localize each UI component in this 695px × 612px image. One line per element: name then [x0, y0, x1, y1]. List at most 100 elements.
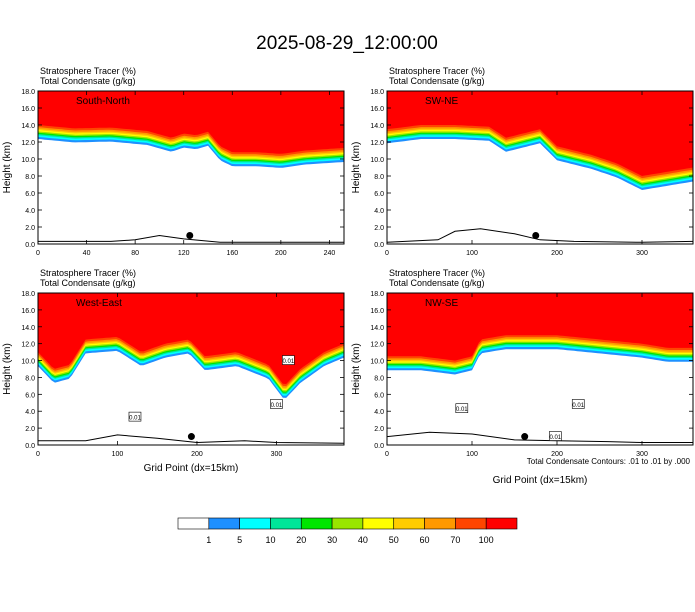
x-tick-label: 0	[36, 250, 40, 257]
y-tick-label: 4.0	[25, 409, 35, 416]
y-tick-label: 6.0	[25, 392, 35, 399]
colorbar-label: 20	[296, 535, 306, 545]
x-tick-label: 80	[131, 250, 139, 257]
colorbar-label: 10	[265, 535, 275, 545]
y-tick-label: 8.0	[374, 174, 384, 181]
panel-title-condensate: Total Condensate (g/kg)	[40, 278, 136, 288]
colorbar-box	[177, 517, 210, 530]
panel-nw-se: 0.01 0.01 0.01 NW-SE Stratosphere Tracer (%)…	[351, 268, 694, 486]
contour-label-box	[548, 431, 562, 441]
x-tick-label: 300	[636, 250, 648, 257]
y-tick-label: 8.0	[25, 375, 35, 382]
y-tick-label: 14.0	[370, 123, 384, 130]
y-tick-label: 10.0	[21, 359, 35, 366]
y-tick-label: 8.0	[25, 174, 35, 181]
contour-label-box	[128, 411, 142, 422]
x-tick-label: 200	[551, 451, 563, 458]
plot-area: 0.01 0.01 0.01	[387, 293, 693, 445]
x-tick-label: 120	[178, 250, 190, 257]
y-tick-label: 4.0	[374, 409, 384, 416]
contour-footer-note: Total Condensate Contours: .01 to .01 by…	[527, 457, 691, 466]
x-tick-label: 100	[112, 451, 124, 458]
y-axis-label: Height (km)	[2, 142, 13, 194]
y-axis-label: Height (km)	[2, 343, 13, 395]
y-tick-label: 0.0	[25, 242, 35, 249]
y-tick-label: 14.0	[370, 325, 384, 332]
x-tick-label: 100	[466, 250, 478, 257]
panel-title-condensate: Total Condensate (g/kg)	[40, 76, 136, 86]
y-tick-label: 12.0	[370, 140, 384, 147]
contour-label-box	[270, 399, 283, 409]
x-tick-label: 0	[385, 451, 389, 458]
panel-label: SW-NE	[425, 96, 458, 107]
plot-area	[38, 91, 344, 244]
tracer-band-0	[38, 91, 344, 154]
colorbar-label: 60	[420, 535, 430, 545]
panel-title-condensate: Total Condensate (g/kg)	[389, 278, 485, 288]
y-axis-label: Height (km)	[351, 343, 362, 395]
location-marker	[186, 232, 194, 239]
terrain-line	[387, 431, 693, 443]
contour-label: 0.01	[283, 359, 295, 365]
contour-label-box	[571, 399, 585, 409]
y-tick-label: 2.0	[374, 225, 384, 232]
colorbar-box	[393, 517, 425, 530]
colorbar-box	[455, 517, 487, 530]
plot-area: 0.01 0.01 0.01	[38, 293, 344, 445]
colorbar-label: 100	[479, 535, 494, 545]
y-tick-label: 14.0	[21, 325, 35, 332]
contour-label: 0.01	[572, 403, 584, 409]
colorbar-box	[362, 517, 395, 530]
y-tick-label: 16.0	[21, 308, 35, 315]
x-tick-label: 200	[191, 451, 203, 458]
y-tick-label: 14.0	[21, 123, 35, 130]
y-tick-label: 6.0	[374, 392, 384, 399]
contour-label: 0.01	[456, 407, 468, 413]
terrain-line	[38, 434, 344, 444]
y-tick-label: 12.0	[370, 342, 384, 349]
y-tick-label: 6.0	[374, 191, 384, 198]
contour-label-box	[282, 355, 295, 365]
panel-title-condensate: Total Condensate (g/kg)	[389, 76, 485, 86]
location-marker	[532, 232, 540, 239]
y-tick-label: 2.0	[25, 225, 35, 232]
panel-title-tracer: Stratosphere Tracer (%)	[389, 66, 485, 76]
y-axis-label: Height (km)	[351, 142, 362, 194]
colorbar-box	[424, 517, 456, 530]
contour-label: 0.01	[129, 416, 141, 422]
colorbar: 1 5 10 20 30 40 50 60 70 100	[177, 517, 518, 545]
y-tick-label: 18.0	[21, 89, 35, 96]
x-tick-label: 0	[36, 451, 40, 458]
x-tick-label: 160	[226, 250, 238, 257]
panel-label: South-North	[76, 96, 130, 107]
location-marker	[521, 433, 529, 441]
x-axis-label: Grid Point (dx=15km)	[493, 475, 588, 486]
y-tick-label: 12.0	[21, 342, 35, 349]
colorbar-box	[300, 517, 333, 530]
colorbar-label: 40	[358, 535, 368, 545]
y-tick-label: 10.0	[370, 157, 384, 164]
tracer-band-0	[387, 293, 693, 361]
colorbar-label: 1	[206, 535, 211, 545]
plot-frame	[386, 90, 694, 245]
y-tick-label: 8.0	[374, 375, 384, 382]
colorbar-label: 70	[450, 535, 460, 545]
panel-label: West-East	[76, 298, 122, 309]
x-tick-label: 300	[636, 451, 648, 458]
panel-south-north: South-North Stratosphere Tracer (%)Total …	[2, 66, 345, 257]
x-tick-label: 200	[275, 250, 287, 257]
y-tick-label: 2.0	[374, 426, 384, 433]
plot-frame	[37, 292, 345, 446]
y-tick-label: 0.0	[374, 242, 384, 249]
terrain-line	[387, 228, 693, 243]
x-tick-label: 0	[385, 250, 389, 257]
colorbar-box	[208, 517, 240, 530]
y-tick-label: 6.0	[25, 191, 35, 198]
panel-west-east: 0.01 0.01 0.01 West-East Stratosphere Tracer…	[2, 268, 345, 474]
location-marker	[187, 433, 195, 441]
colorbar-label: 30	[327, 535, 337, 545]
panel-label: NW-SE	[425, 298, 458, 309]
x-tick-label: 300	[271, 451, 283, 458]
